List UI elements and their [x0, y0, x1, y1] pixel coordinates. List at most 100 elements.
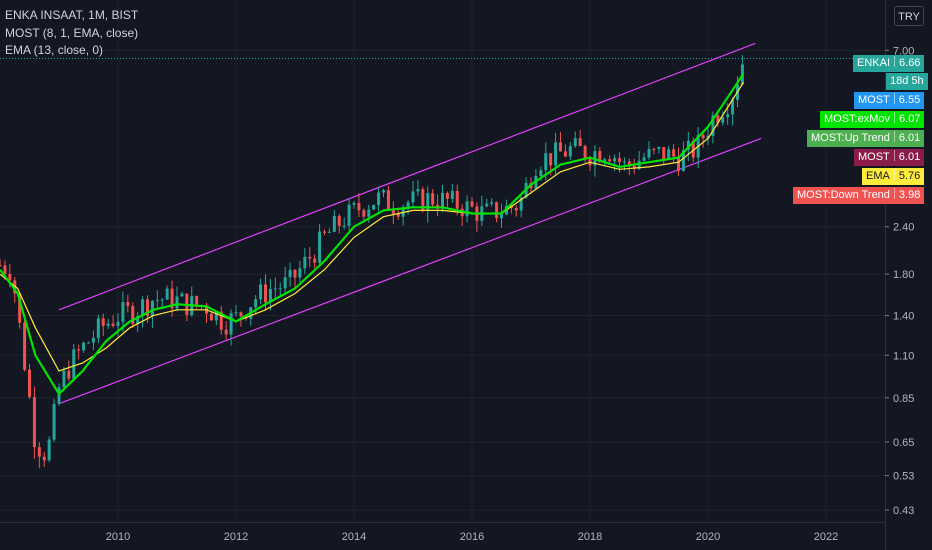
candle-body [544, 153, 548, 171]
price-tag-separator [893, 188, 895, 199]
candle-body [657, 147, 661, 150]
candle-body [622, 161, 626, 163]
candle-body [96, 318, 100, 338]
candle-body [77, 349, 81, 351]
price-tag-label: MOST [858, 94, 890, 106]
candle-body [62, 370, 66, 388]
candle-body [234, 312, 238, 314]
candle-body [141, 299, 145, 317]
candle-body [386, 190, 390, 210]
candle-body [313, 258, 317, 263]
candle-body [318, 231, 322, 263]
currency-button[interactable]: TRY [894, 6, 924, 26]
price-tag-separator [893, 169, 895, 180]
price-tag-label: EMA [866, 170, 890, 182]
x-tick-label: 2014 [342, 531, 366, 543]
candle-body [18, 293, 22, 323]
candle-body [490, 202, 494, 204]
candle-body [568, 146, 572, 157]
candle-body [706, 135, 710, 139]
candle-body [711, 115, 715, 136]
most-line [0, 73, 745, 396]
legend-most-indicator[interactable]: MOST (8, 1, EMA, close) [5, 25, 139, 40]
price-tag: MOST:exMov 6.07 [820, 111, 925, 128]
candle-body [224, 329, 228, 335]
candle-body [382, 190, 385, 193]
candle-body [219, 311, 223, 330]
x-tick-label: 2010 [106, 531, 130, 543]
price-tag: EMA 5.76 [862, 168, 925, 185]
price-tag-value: 5.76 [898, 170, 921, 182]
x-tick-label: 2012 [224, 531, 248, 543]
candle-body [465, 201, 469, 217]
candle-body [283, 277, 287, 289]
x-tick-label: 2016 [460, 531, 484, 543]
candle-body [278, 288, 282, 290]
price-tag-label: ENKAI [857, 57, 891, 69]
candle-body [450, 190, 454, 199]
legend-ema-indicator[interactable]: EMA (13, close, 0) [5, 43, 104, 57]
candle-body [254, 299, 258, 308]
price-channel [58, 42, 762, 405]
candle-body [303, 256, 307, 269]
candle-body [308, 256, 312, 259]
candle-body [681, 149, 685, 171]
price-tag-separator [893, 131, 895, 142]
price-tag-label: MOST [858, 151, 890, 163]
candle-body [180, 293, 184, 297]
x-tick-label: 2022 [814, 531, 838, 543]
candle-body [391, 209, 395, 214]
candle-body [288, 269, 292, 278]
candle-body [87, 342, 90, 344]
candle-body [731, 99, 735, 115]
candle-body [549, 153, 553, 166]
candle-body [47, 439, 51, 461]
candle-body [52, 403, 56, 440]
candle-body [111, 323, 115, 327]
candle-body [106, 323, 110, 326]
candle-body [686, 140, 690, 150]
chart-grid [0, 0, 885, 522]
candle-body [554, 142, 558, 166]
price-tag-value: 6.07 [899, 113, 921, 125]
candle-body [42, 456, 46, 461]
candle-body [37, 447, 41, 457]
candle-body [347, 204, 351, 226]
candle-body [13, 280, 17, 294]
candle-body [618, 158, 621, 162]
candle-body [116, 321, 120, 327]
candle-body [57, 387, 61, 404]
candle-body [323, 231, 326, 233]
candle-body [426, 193, 430, 211]
candle-body [160, 299, 164, 301]
candle-body [627, 161, 631, 166]
candle-body [598, 151, 602, 162]
candle-body [357, 203, 361, 211]
candle-body [367, 209, 371, 217]
candle-body [209, 313, 213, 321]
candle-body [642, 157, 646, 161]
candle-body [372, 204, 376, 210]
candle-body [573, 138, 577, 147]
candle-body [632, 165, 636, 169]
candle-body [485, 203, 489, 207]
candle-body [259, 284, 263, 300]
candle-body [170, 288, 174, 309]
candle-body [431, 193, 435, 205]
candle-body [608, 159, 612, 162]
y-tick-label: 1.10 [893, 350, 914, 362]
candle-body [519, 197, 523, 211]
candle-body [411, 191, 415, 203]
time-axis[interactable]: 2010 2012 2014 2016 2018 2020 2022 [0, 522, 885, 544]
candle-body [721, 117, 725, 123]
candle-body [563, 151, 567, 157]
price-axis[interactable]: 7.00 2.40 1.80 1.40 1.10 0.85 0.65 0.53 0.43 [885, 0, 932, 550]
x-tick-label: 2018 [578, 531, 602, 543]
candle-body [701, 134, 705, 139]
y-tick-label: 0.65 [893, 437, 914, 449]
candle-body [150, 300, 154, 316]
price-tag: 18d 5h [886, 73, 928, 90]
legend-symbol[interactable]: ENKA INSAAT, 1M, BIST [5, 8, 139, 22]
price-tag-value: 6.66 [899, 57, 921, 69]
